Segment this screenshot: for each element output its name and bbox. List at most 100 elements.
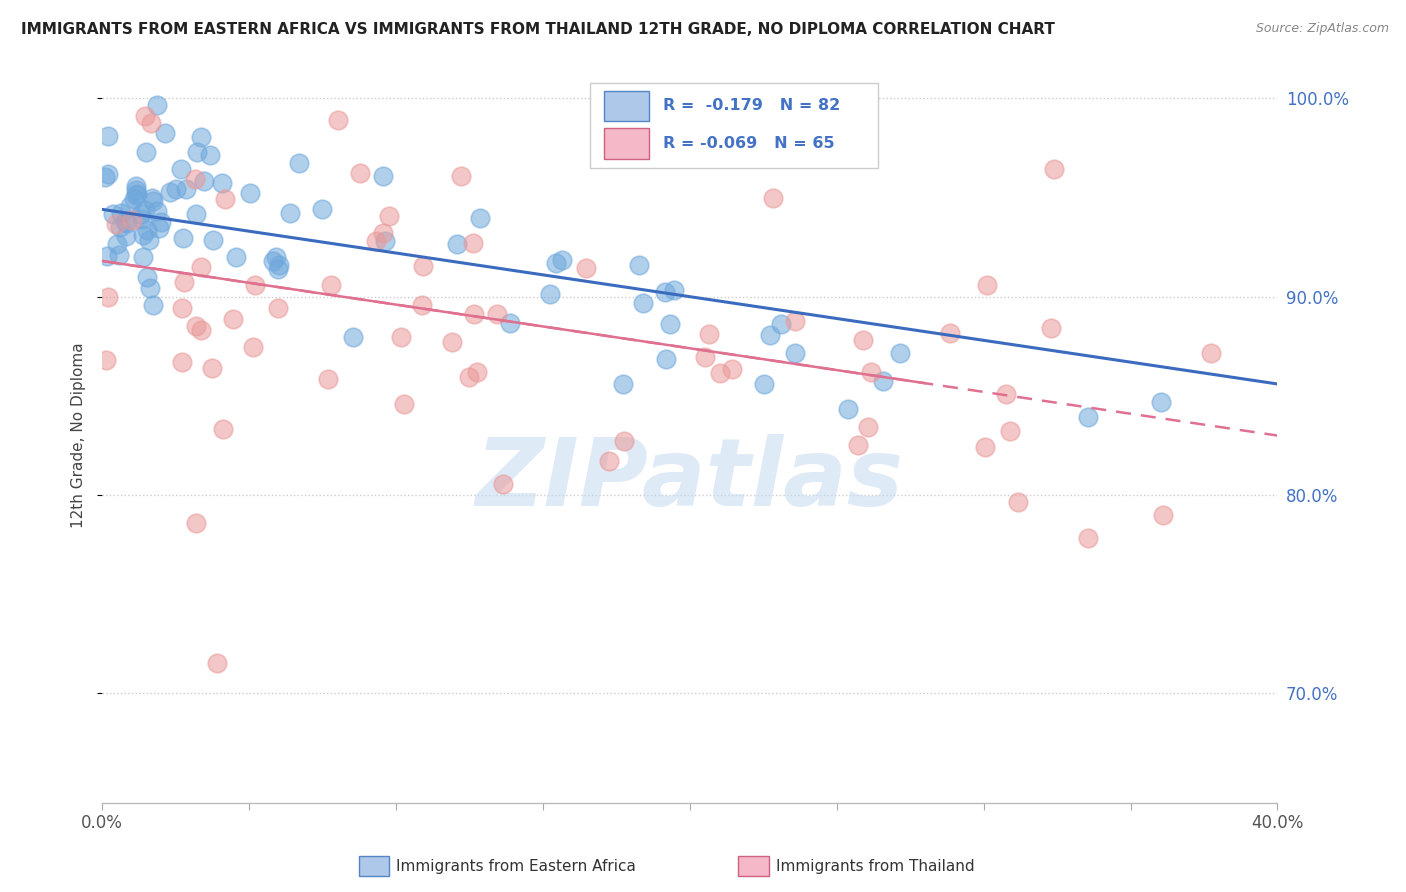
Point [170, 161, 193, 176]
Point [186, 318, 208, 333]
Point [465, 365, 488, 379]
Point [598, 453, 620, 467]
Point [136, 270, 159, 285]
Point [770, 317, 793, 331]
Point [695, 350, 717, 364]
Text: IMMIGRANTS FROM EASTERN AFRICA VS IMMIGRANTS FROM THAILAND 12TH GRADE, NO DIPLOM: IMMIGRANTS FROM EASTERN AFRICA VS IMMIGR… [21, 22, 1054, 37]
Point [785, 346, 807, 360]
Point [995, 387, 1018, 401]
Point [211, 422, 233, 436]
Point [190, 260, 212, 274]
Point [110, 206, 132, 220]
Point [239, 186, 262, 200]
Point [371, 226, 394, 240]
Point [94, 352, 117, 367]
Point [225, 251, 247, 265]
Point [463, 307, 485, 321]
Point [326, 112, 349, 127]
Point [186, 145, 208, 159]
Point [939, 326, 962, 341]
Point [492, 476, 515, 491]
Point [319, 277, 342, 292]
Point [374, 234, 396, 248]
Point [1077, 410, 1099, 425]
Point [170, 301, 193, 315]
Point [139, 281, 162, 295]
Point [1007, 494, 1029, 508]
Point [758, 327, 780, 342]
Point [142, 298, 165, 312]
Point [392, 397, 415, 411]
Point [856, 420, 879, 434]
Point [342, 330, 364, 344]
Point [184, 171, 207, 186]
Point [316, 371, 339, 385]
Y-axis label: 12th Grade, No Diploma: 12th Grade, No Diploma [72, 343, 86, 528]
Point [174, 182, 197, 196]
Point [450, 169, 472, 183]
Point [889, 346, 911, 360]
Point [149, 215, 172, 229]
Point [131, 207, 153, 221]
Point [654, 352, 676, 367]
Point [1150, 395, 1173, 409]
Point [138, 233, 160, 247]
Point [97, 167, 120, 181]
Point [278, 206, 301, 220]
Point [141, 191, 163, 205]
Point [1152, 508, 1174, 522]
Point [1199, 345, 1222, 359]
Point [134, 109, 156, 123]
Point [214, 192, 236, 206]
Text: R =  -0.179   N = 82: R = -0.179 N = 82 [662, 98, 839, 113]
Point [121, 213, 143, 227]
Point [159, 185, 181, 199]
Point [118, 199, 141, 213]
Point [202, 233, 225, 247]
Point [446, 236, 468, 251]
Point [349, 166, 371, 180]
Point [205, 656, 228, 670]
Point [709, 366, 731, 380]
Point [470, 211, 492, 225]
Point [145, 204, 167, 219]
Point [262, 253, 284, 268]
Point [976, 278, 998, 293]
Point [458, 370, 481, 384]
Point [544, 256, 567, 270]
Point [139, 116, 162, 130]
Point [125, 188, 148, 202]
Text: Immigrants from Thailand: Immigrants from Thailand [776, 859, 974, 873]
Point [267, 262, 290, 277]
Point [311, 202, 333, 216]
Point [697, 326, 720, 341]
Point [721, 362, 744, 376]
Point [131, 227, 153, 242]
Point [852, 333, 875, 347]
Point [122, 192, 145, 206]
Point [97, 290, 120, 304]
Point [148, 221, 170, 235]
Point [267, 258, 290, 272]
Point [366, 234, 388, 248]
Point [105, 217, 128, 231]
Point [114, 215, 136, 229]
Point [222, 312, 245, 326]
Point [872, 374, 894, 388]
Point [659, 318, 682, 332]
Point [184, 516, 207, 530]
Point [190, 322, 212, 336]
Text: R = -0.069   N = 65: R = -0.069 N = 65 [662, 136, 834, 151]
Point [115, 228, 138, 243]
Point [124, 183, 146, 197]
Point [371, 169, 394, 184]
Point [1077, 531, 1099, 545]
Point [264, 250, 287, 264]
Point [108, 219, 131, 234]
Point [165, 182, 187, 196]
Point [551, 252, 574, 267]
Point [752, 376, 775, 391]
Point [211, 176, 233, 190]
Point [377, 209, 399, 223]
Point [96, 249, 118, 263]
